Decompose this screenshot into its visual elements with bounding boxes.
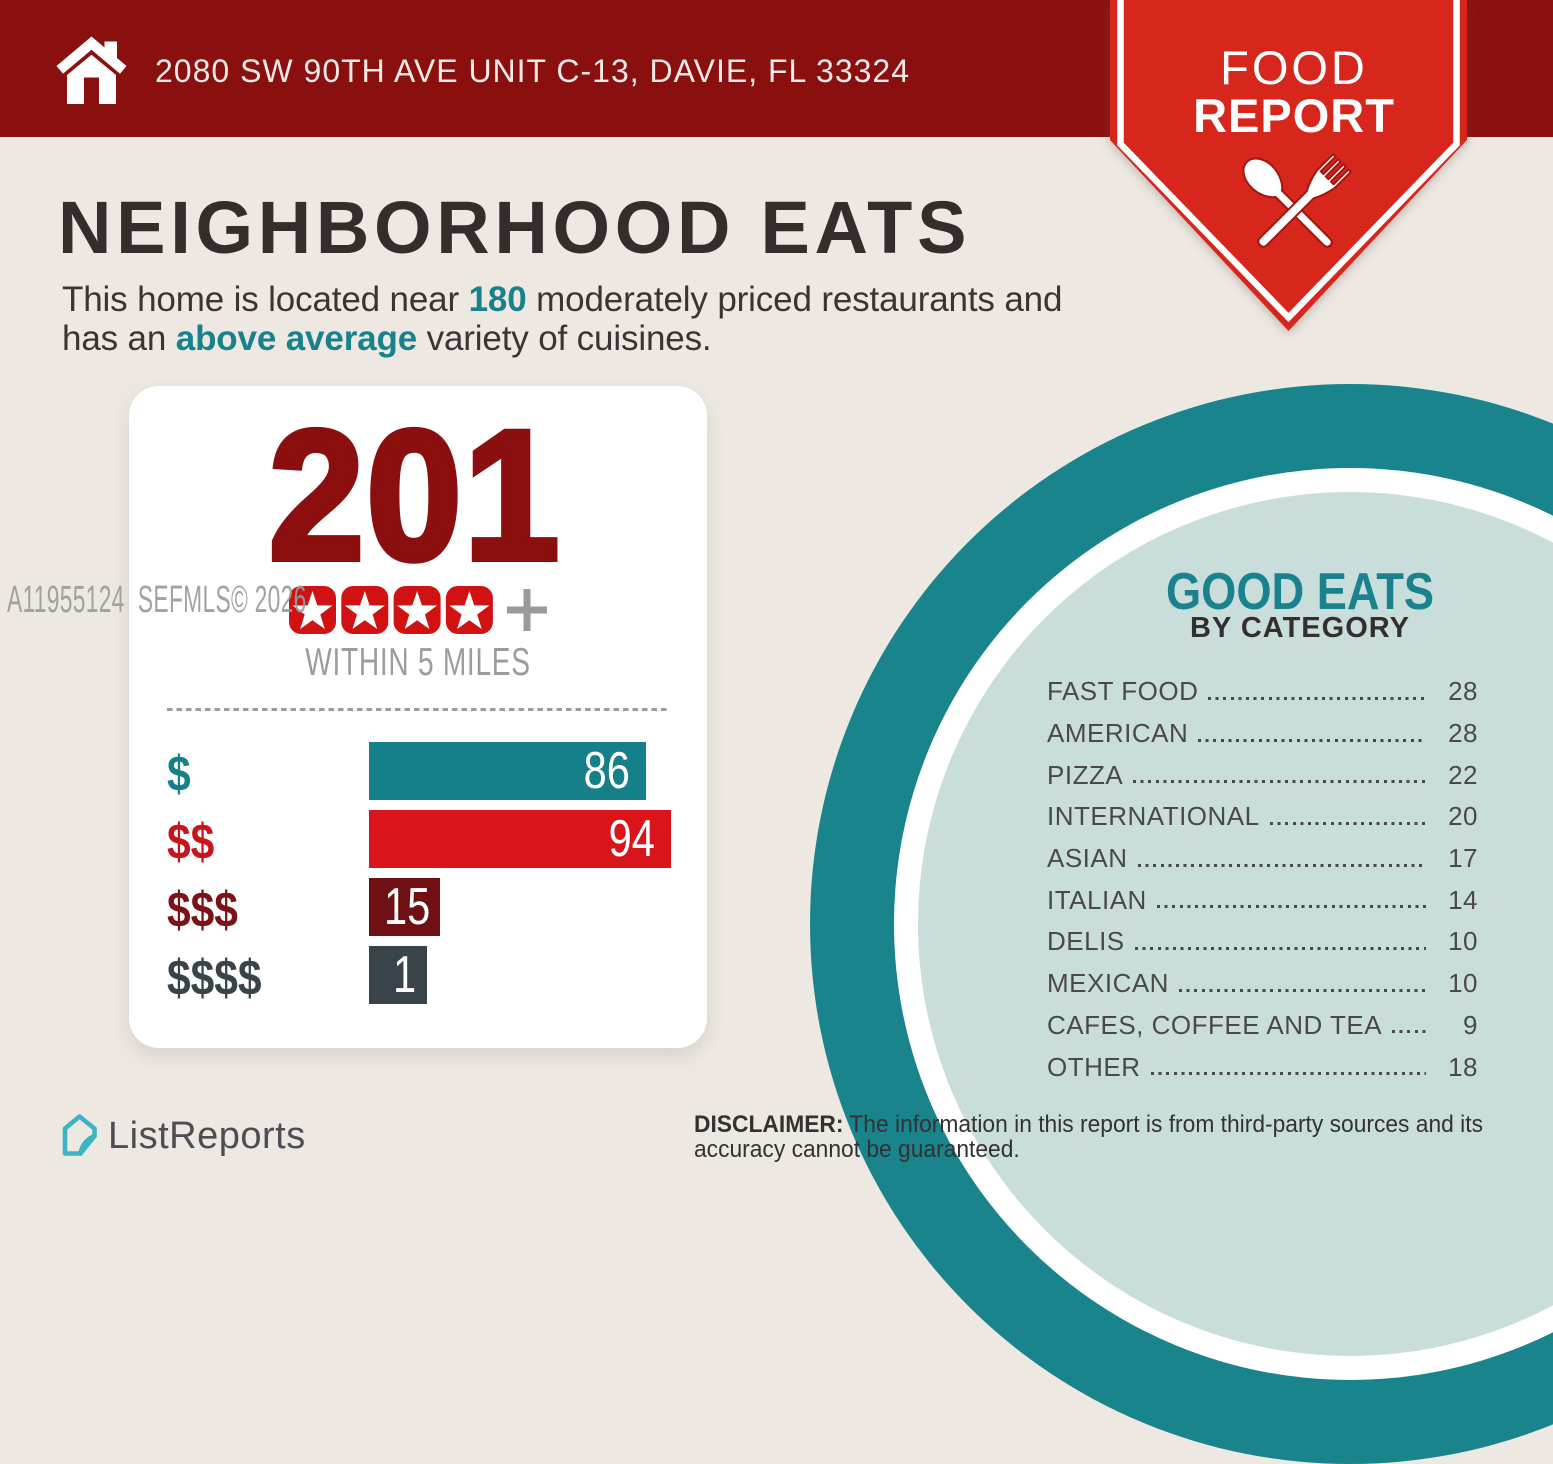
svg-text:REPORT: REPORT	[1193, 89, 1395, 142]
svg-text:FOOD: FOOD	[1220, 41, 1368, 94]
